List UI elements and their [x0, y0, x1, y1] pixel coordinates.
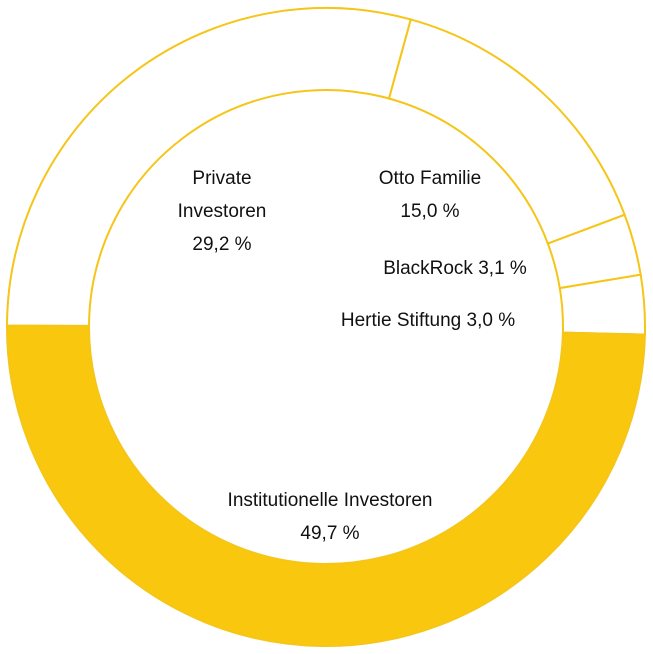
value-label: 49,7 % — [300, 523, 360, 544]
donut-segment — [6, 324, 646, 647]
category-label: Private Investoren — [177, 168, 267, 222]
slice-label: Hertie Stiftung 3,0 % — [288, 304, 568, 337]
slice-label: BlackRock 3,1 % — [335, 252, 575, 285]
slice-label: Institutionelle Investoren 49,7 % — [130, 484, 530, 550]
value-label: 3,1 % — [478, 258, 527, 279]
value-label: 3,0 % — [466, 310, 516, 331]
donut-segment — [5, 7, 412, 327]
category-label: BlackRock — [383, 258, 473, 279]
value-label: 15,0 % — [400, 201, 460, 222]
category-label: Institutionelle Investoren — [227, 490, 433, 511]
category-label: Hertie Stiftung — [340, 310, 462, 331]
value-label: 29,2 % — [192, 234, 252, 255]
slice-label: Otto Familie 15,0 % — [330, 162, 530, 228]
category-label: Otto Familie — [378, 168, 482, 189]
slice-label: Private Investoren 29,2 % — [157, 162, 287, 261]
